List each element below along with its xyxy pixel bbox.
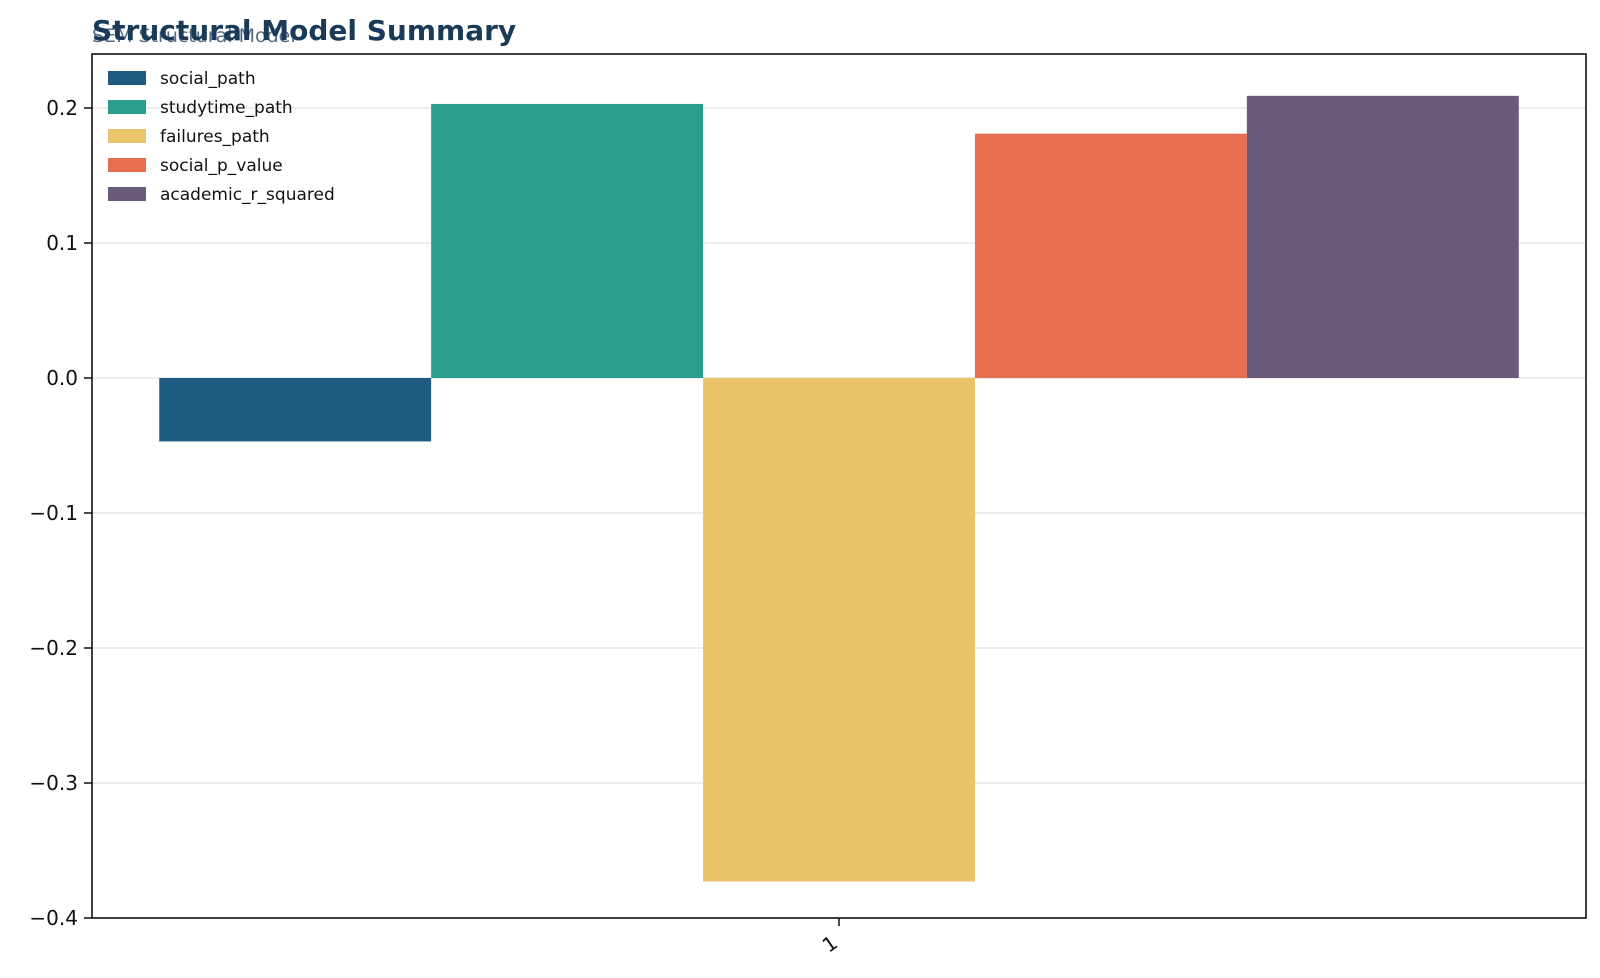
y-tick-label: 0.2 (46, 96, 78, 120)
x-tick-label: 1 (818, 930, 842, 957)
y-axis: −0.4 −0.3 −0.2 −0.1 0.0 0.1 0.2 (29, 96, 92, 930)
y-tick-label: −0.3 (29, 771, 78, 795)
bar-social-path (159, 378, 432, 442)
y-tick-label: −0.2 (29, 636, 78, 660)
legend-swatch (108, 71, 146, 85)
legend-label: social_p_value (160, 156, 283, 176)
bar-studytime-path (431, 103, 704, 378)
y-tick-label: 0.0 (46, 366, 78, 390)
bar-academic-r-squared (1246, 95, 1519, 378)
y-tick-label: −0.4 (29, 906, 78, 930)
x-axis: 1 (818, 918, 842, 957)
legend-swatch (108, 187, 146, 201)
legend-label: failures_path (160, 127, 270, 147)
bars (159, 95, 1519, 882)
legend: social_path studytime_path failures_pathso… (108, 69, 335, 205)
chart-title: Structural Model Summary (92, 14, 516, 47)
legend-swatch (108, 158, 146, 172)
bar-failures-path (703, 378, 975, 882)
chart-subtitle: SEM Structural Model (92, 25, 296, 47)
legend-swatch (108, 129, 146, 143)
y-tick-label: −0.1 (29, 501, 78, 525)
legend-label: social_path (160, 69, 256, 89)
legend-label: academic_r_squared (160, 185, 335, 205)
legend-swatch (108, 100, 146, 114)
legend-label: studytime_path (160, 98, 293, 118)
bar-social-p-value (974, 133, 1247, 378)
y-tick-label: 0.1 (46, 231, 78, 255)
